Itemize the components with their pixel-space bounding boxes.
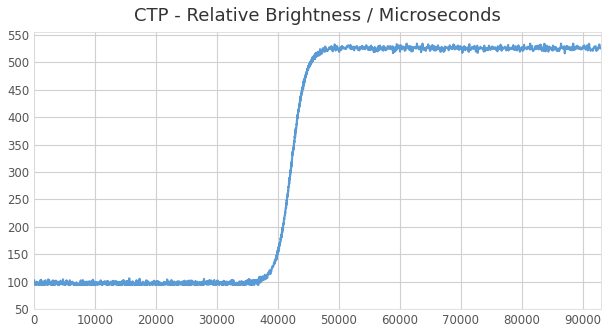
Title: CTP - Relative Brightness / Microseconds: CTP - Relative Brightness / Microseconds (134, 7, 501, 25)
